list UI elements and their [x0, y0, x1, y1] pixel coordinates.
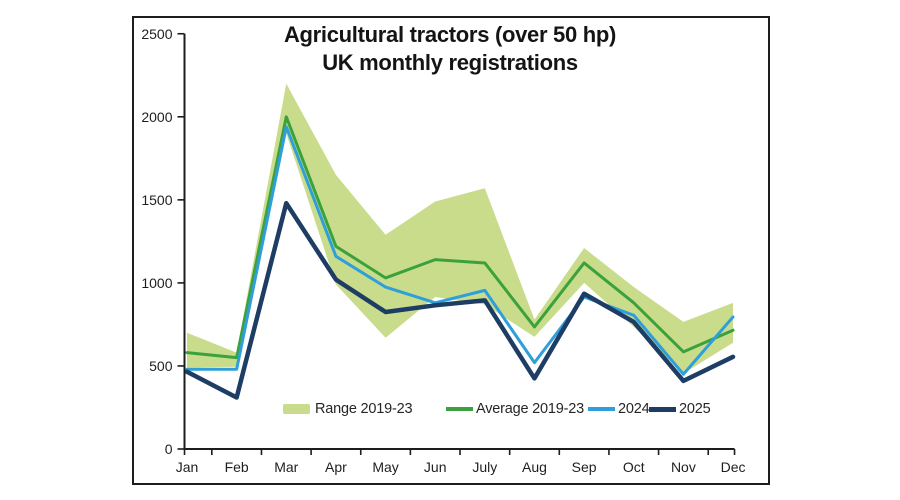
range-band-swatch: [283, 404, 310, 414]
x-axis-tick-label: Aug: [522, 459, 547, 475]
y-axis-tick-label: 1500: [141, 192, 172, 208]
series-line-2024: [185, 125, 735, 376]
range-band: [187, 83, 734, 374]
y-axis-tick-label: 2500: [141, 26, 172, 42]
legend-label-average: Average 2019-23: [476, 401, 584, 417]
legend-item-range: Range 2019-23: [283, 401, 413, 417]
legend-label-2025: 2025: [679, 401, 711, 417]
chart-title-line2: UK monthly registrations: [322, 50, 578, 75]
x-axis-tick-label: July: [472, 459, 497, 475]
x-axis-tick-label: May: [372, 459, 398, 475]
line-2025-swatch: [649, 406, 676, 412]
y-axis-tick-label: 500: [149, 358, 173, 374]
legend-item-2025: 2025: [649, 401, 711, 417]
chart-title-line1: Agricultural tractors (over 50 hp): [283, 22, 617, 47]
x-axis-tick-label: Apr: [325, 459, 347, 475]
y-axis-tick-label: 1000: [141, 275, 172, 291]
line-2024-swatch: [588, 407, 615, 411]
series-line-average-2019-23: [185, 115, 735, 360]
x-axis-tick-label: Mar: [274, 459, 298, 475]
x-axis-tick-label: Sep: [572, 459, 597, 475]
y-axis-tick-label: 2000: [141, 109, 172, 125]
y-axis-tick-label: 0: [165, 441, 173, 457]
x-axis-tick-label: Dec: [721, 459, 746, 475]
x-axis-tick-label: Jan: [176, 459, 199, 475]
legend-label-range: Range 2019-23: [315, 401, 413, 417]
x-axis-tick-label: Feb: [225, 459, 249, 475]
x-axis-tick-label: Oct: [623, 459, 645, 475]
x-axis-tick-label: Nov: [671, 459, 696, 475]
x-axis-tick-label: Jun: [424, 459, 447, 475]
legend-item-2024: 2024: [588, 401, 650, 417]
legend-label-2024: 2024: [618, 401, 650, 417]
average-line-swatch: [446, 407, 473, 411]
legend-item-average: Average 2019-23: [446, 401, 584, 417]
chart-title: Agricultural tractors (over 50 hp) UK mo…: [180, 21, 720, 77]
series-line-2025: [184, 200, 736, 400]
